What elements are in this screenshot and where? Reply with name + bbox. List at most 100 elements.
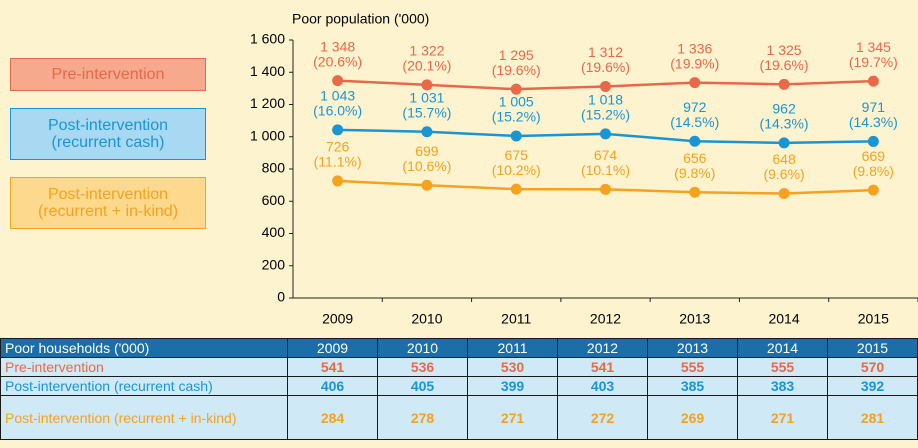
x-tick-label: 2015 (858, 311, 889, 327)
point (510, 183, 522, 195)
value-label: 726 (326, 139, 350, 155)
point (332, 124, 344, 136)
row-label: Post-intervention (recurrent cash) (5, 378, 213, 394)
table-row: Post-intervention (recurrent cash) 406 405… (0, 376, 918, 396)
table-cell: 541 (287, 357, 378, 377)
point (778, 137, 790, 149)
point (332, 175, 344, 187)
table-cell: 541 (557, 357, 648, 377)
legend-item: Post-intervention (recurrent cash) (10, 108, 206, 160)
point (689, 186, 701, 198)
y-tick-label: 600 (262, 192, 286, 208)
share-label: (10.2%) (492, 162, 541, 178)
table-cell: 278 (377, 395, 468, 440)
value-label: 1 018 (588, 92, 623, 108)
point (689, 135, 701, 147)
y-tick-label: 0 (277, 289, 285, 305)
table-cell: 406 (287, 376, 378, 396)
value-label: 1 043 (320, 88, 355, 104)
y-tick-label: 1 600 (250, 31, 285, 47)
share-label: (11.1%) (314, 154, 362, 170)
row-label-cell: Pre-intervention (0, 357, 288, 377)
column-header: 2015 (827, 338, 918, 358)
value-label: 1 322 (409, 43, 444, 59)
share-label: (19.6%) (760, 57, 809, 73)
table-cell: 383 (737, 376, 828, 396)
column-header: 2013 (647, 338, 738, 358)
value-label: 1 325 (767, 42, 802, 58)
x-tick-label: 2012 (590, 311, 621, 327)
column-header: 2014 (737, 338, 828, 358)
point (600, 183, 611, 195)
point (778, 78, 790, 90)
table-cell: 271 (737, 395, 828, 440)
value-label: 1 336 (677, 40, 712, 56)
value-label: 1 312 (588, 44, 623, 60)
row-label-cell: Post-intervention (recurrent cash) (0, 376, 288, 396)
table-cell: 555 (647, 357, 738, 377)
share-label: (14.3%) (849, 114, 898, 130)
value-label: 962 (772, 101, 796, 117)
point (421, 79, 433, 91)
value-label: 1 345 (856, 39, 891, 55)
legend-item: Pre-intervention (10, 58, 206, 91)
share-label: (19.6%) (581, 59, 630, 75)
table-cell: 555 (737, 357, 828, 377)
table-cell: 281 (827, 395, 918, 440)
table-header: Poor households ('000) 2009 2010 2011 2012 20… (0, 338, 918, 358)
point (867, 135, 879, 147)
table-cell: 536 (377, 357, 468, 377)
table-cell: 405 (377, 376, 468, 396)
share-label: (9.6%) (763, 166, 804, 182)
point (600, 80, 611, 92)
share-label: (19.7%) (849, 54, 898, 70)
value-label: 656 (683, 150, 707, 166)
y-tick-label: 800 (262, 160, 286, 176)
value-label: 971 (862, 99, 886, 115)
point (510, 83, 522, 95)
x-tick-label: 2009 (322, 311, 353, 327)
point (867, 75, 879, 87)
table-title: Poor households ('000) (0, 338, 288, 358)
share-label: (14.5%) (670, 114, 719, 130)
share-label: (15.7%) (402, 104, 451, 120)
y-tick-label: 1 200 (250, 95, 285, 111)
share-label: (19.6%) (492, 62, 541, 78)
table-cell: 385 (647, 376, 738, 396)
table-cell: 392 (827, 376, 918, 396)
share-label: (15.2%) (581, 107, 630, 123)
table-cell: 399 (467, 376, 558, 396)
table-cell: 271 (467, 395, 558, 440)
y-tick-label: 1 000 (250, 127, 285, 143)
row-label-cell: Post-intervention (recurrent + in-kind) (0, 395, 288, 440)
share-label: (9.8%) (853, 163, 894, 179)
value-label: 699 (415, 143, 439, 159)
point (421, 179, 433, 191)
row-label: Pre-intervention (5, 359, 104, 375)
legend-label: Post-intervention (recurrent cash) (47, 117, 169, 151)
table-cell: 530 (467, 357, 558, 377)
value-label: 675 (505, 147, 529, 163)
share-label: (9.8%) (674, 165, 715, 181)
point (332, 75, 344, 87)
value-label: 669 (862, 148, 886, 164)
point (600, 128, 611, 140)
table-cell: 284 (287, 395, 378, 440)
y-axis-label: Poor population ('000) (292, 11, 429, 27)
row-label: Post-intervention (recurrent + in-kind) (5, 409, 237, 426)
chart: Poor population ('000) 0 200 400 600 800 1 00… (250, 11, 918, 327)
share-label: (20.1%) (402, 58, 451, 74)
legend-label: Post-intervention (recurrent + in-kind) (37, 186, 179, 220)
share-label: (20.6%) (313, 53, 362, 69)
table-cell: 269 (647, 395, 738, 440)
table-cell: 570 (827, 357, 918, 377)
y-tick-label: 400 (262, 224, 286, 240)
share-label: (19.9%) (670, 55, 719, 71)
table-cell: 403 (557, 376, 648, 396)
share-label: (15.2%) (492, 109, 541, 125)
x-tick-label: 2011 (501, 311, 531, 327)
point (778, 188, 790, 200)
value-label: 1 031 (409, 89, 444, 105)
point (867, 184, 879, 196)
